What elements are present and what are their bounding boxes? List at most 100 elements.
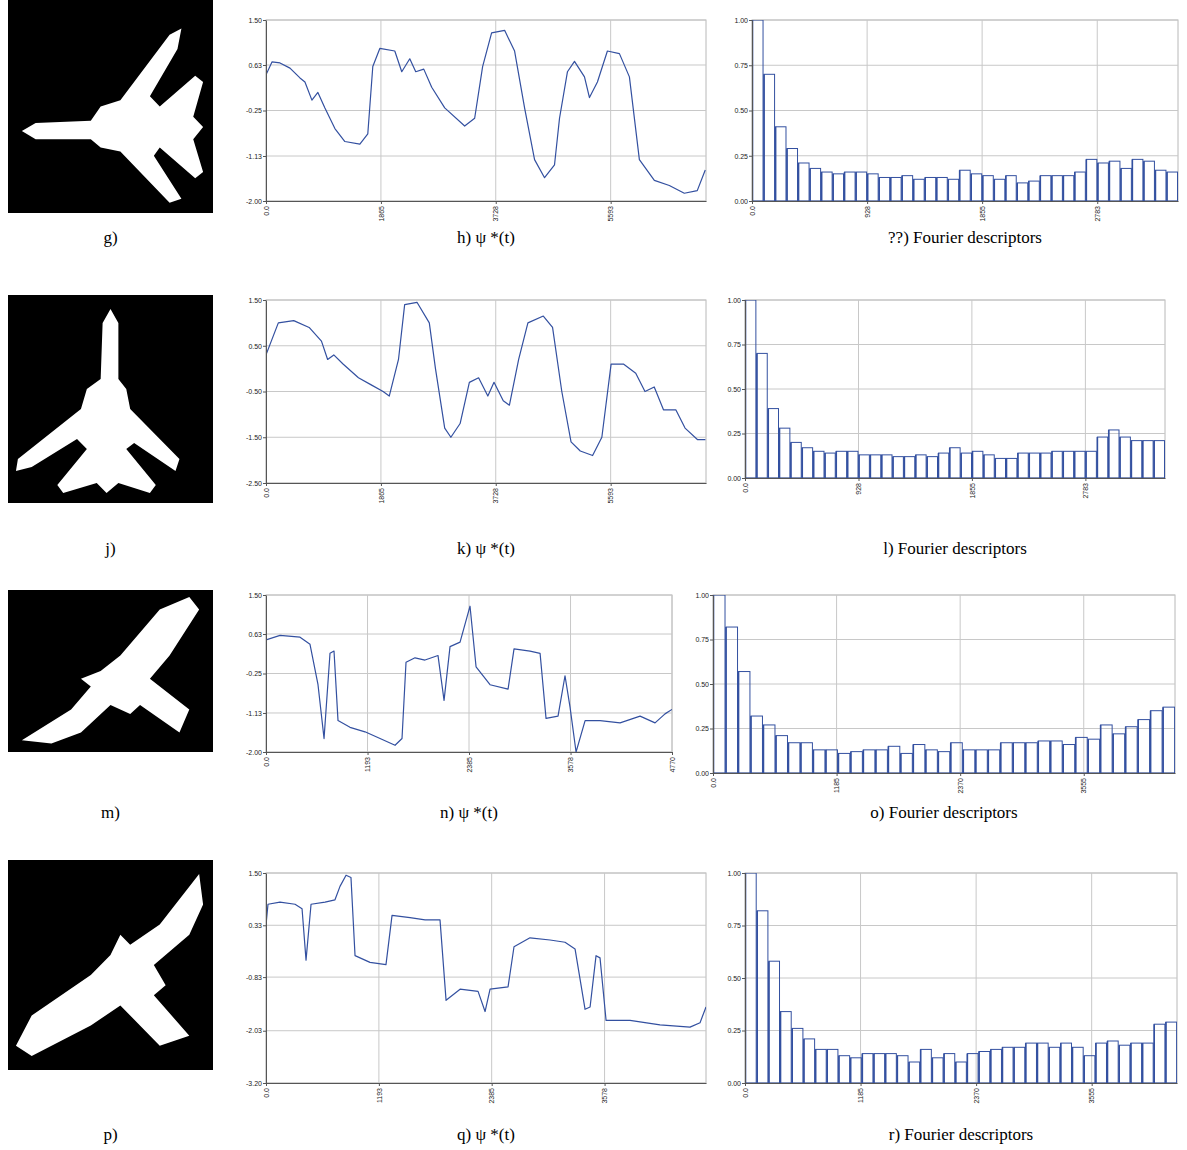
y-tick: 1.50	[248, 17, 266, 24]
descriptor-bar	[937, 177, 948, 201]
descriptor-bar	[1155, 170, 1166, 201]
caption: j)	[104, 539, 115, 558]
marks	[266, 30, 705, 193]
caption: o) Fourier descriptors	[870, 803, 1017, 822]
descriptor-bar	[1076, 737, 1088, 773]
descriptor-stem	[786, 149, 788, 201]
descriptor-bar	[781, 1012, 792, 1083]
descriptor-stem	[915, 455, 917, 478]
descriptor-stem	[844, 172, 846, 201]
descriptor-bar	[839, 1056, 850, 1083]
grid	[266, 595, 672, 752]
tick-mark	[263, 634, 266, 635]
tick-mark	[263, 595, 266, 596]
descriptor-stem	[1086, 159, 1088, 201]
descriptor-stem	[768, 961, 770, 1083]
bar-chart: 0.0928185527830.000.250.500.751.00	[734, 17, 1178, 222]
descriptor-stem	[892, 457, 894, 478]
descriptor-stem	[745, 873, 746, 1083]
descriptor-stem	[863, 750, 865, 773]
descriptor-stem	[1137, 720, 1139, 773]
grid-line	[266, 712, 672, 713]
tick-mark	[368, 752, 369, 755]
descriptor-stem	[1153, 1024, 1155, 1083]
marks	[266, 875, 706, 1027]
x-axis: 0.092818552783	[749, 201, 1179, 222]
marks	[753, 20, 1178, 201]
descriptor-bar	[1120, 437, 1130, 478]
silhouette-panel: m)	[8, 590, 213, 822]
tick-label: -0.25	[246, 107, 262, 114]
plot-frame	[713, 595, 1175, 773]
descriptor-stem	[1072, 1047, 1074, 1083]
descriptor-bar	[901, 753, 913, 773]
descriptor-stem	[780, 1012, 782, 1083]
tick-mark	[263, 1031, 266, 1032]
tick-mark	[492, 1083, 493, 1086]
descriptor-stem	[1143, 161, 1145, 201]
grid-line	[266, 1030, 706, 1031]
descriptor-bar	[1131, 1043, 1142, 1083]
x-tick: 3578	[567, 752, 574, 773]
descriptor-bar	[1131, 441, 1141, 478]
descriptor-bar	[876, 750, 888, 773]
descriptor-stem	[867, 174, 869, 201]
descriptor-bar	[726, 627, 738, 773]
descriptor-stem	[858, 455, 860, 478]
descriptor-stem	[913, 179, 915, 201]
descriptor-bar	[893, 457, 903, 478]
tick-label: 3555	[1080, 778, 1087, 794]
y-tick: 0.63	[248, 631, 266, 638]
x-tick: 1193	[376, 1083, 383, 1103]
tick-label: 0.75	[727, 341, 741, 348]
descriptor-bar	[1109, 161, 1120, 201]
y-tick: -3.20	[246, 1080, 266, 1087]
descriptor-bar	[967, 1054, 978, 1083]
axis-line	[745, 874, 746, 1084]
descriptor-stem	[775, 127, 777, 201]
x-tick: 1185	[833, 773, 840, 793]
tick-label: 2370	[957, 778, 964, 794]
x-tick: 1185	[857, 1083, 864, 1103]
y-tick: 0.75	[734, 62, 752, 69]
tick-mark	[837, 773, 838, 776]
descriptor-bar	[1041, 453, 1051, 478]
descriptor-bar	[816, 1049, 827, 1083]
grid-line	[266, 673, 672, 674]
descriptor-bar	[995, 458, 1005, 478]
tick-label: -2.00	[246, 749, 262, 756]
descriptor-stem	[881, 455, 883, 478]
descriptor-bar	[879, 177, 890, 201]
y-tick: 0.75	[727, 922, 745, 929]
caption: h) ψ *(t)	[457, 228, 515, 247]
tick-mark	[982, 201, 983, 204]
descriptor-bar	[1144, 161, 1155, 201]
descriptor-bar	[1075, 451, 1085, 478]
descriptor-stem	[1062, 451, 1064, 478]
descriptor-stem	[738, 672, 740, 773]
x-axis: 0.0186537285593	[263, 483, 707, 504]
descriptor-bar	[1138, 720, 1149, 773]
x-tick: 1855	[979, 201, 986, 222]
y-tick: -1.13	[246, 153, 266, 160]
descriptor-stem	[967, 1054, 969, 1083]
x-tick: 4770	[669, 752, 676, 773]
descriptor-stem	[1051, 176, 1053, 201]
x-axis: 0.0118523703555	[742, 1083, 1178, 1104]
descriptor-stem	[885, 1054, 887, 1083]
y-tick: -1.13	[246, 710, 266, 717]
descriptor-bar	[1040, 176, 1051, 201]
descriptor-bar	[813, 750, 825, 773]
descriptor-bar	[963, 750, 975, 773]
x-tick: 2783	[1094, 201, 1101, 222]
tick-label: 1.00	[695, 592, 709, 599]
tick-mark	[263, 1083, 266, 1084]
descriptor-stem	[875, 750, 877, 773]
descriptor-bar	[763, 725, 775, 773]
tick-mark	[742, 478, 745, 479]
signature-line	[266, 875, 706, 1027]
tick-mark	[749, 111, 752, 112]
descriptor-stem	[1028, 453, 1030, 478]
descriptor-stem	[775, 736, 777, 773]
grid-line	[713, 728, 1175, 729]
